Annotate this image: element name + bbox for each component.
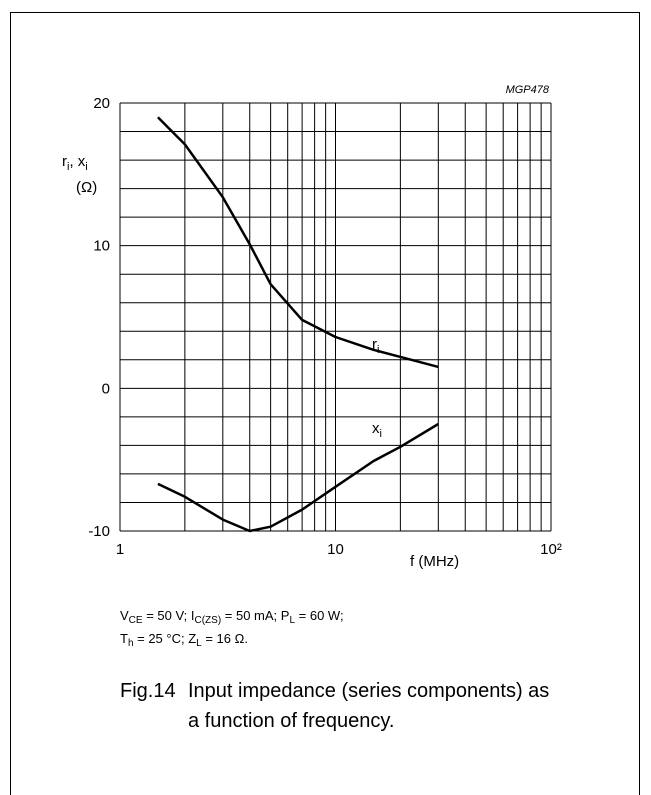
x-tick-label: 1 bbox=[116, 541, 124, 558]
cond-part: = 50 mA; P bbox=[221, 608, 289, 623]
series-label-part: x bbox=[372, 420, 380, 437]
cond-sub: L bbox=[289, 615, 295, 626]
y-label-part: r bbox=[62, 153, 67, 170]
y-axis-label: ri, xi bbox=[62, 153, 88, 173]
cond-sub: CE bbox=[129, 615, 143, 626]
frame bbox=[10, 12, 640, 795]
cond-sub: C(ZS) bbox=[195, 615, 222, 626]
series-label-sub: i bbox=[377, 344, 379, 356]
x-axis-label: f (MHz) bbox=[410, 553, 459, 570]
series-label-part: r bbox=[372, 336, 377, 353]
cond-part: = 50 V; I bbox=[143, 608, 195, 623]
series-label-sub: i bbox=[380, 428, 382, 440]
cond-sub: h bbox=[128, 638, 134, 649]
cond-part: = 60 W; bbox=[295, 608, 344, 623]
y-label-part: , x bbox=[69, 153, 85, 170]
cond-part: = 16 Ω. bbox=[202, 631, 248, 646]
cond-part: T bbox=[120, 631, 128, 646]
series-label: xi bbox=[372, 420, 382, 440]
caption-number: Fig.14 bbox=[120, 680, 176, 702]
caption-text: a function of frequency. bbox=[188, 710, 394, 732]
y-tick-label: 0 bbox=[102, 380, 110, 397]
series-label: ri bbox=[372, 336, 379, 356]
x-tick-label: 10 bbox=[327, 541, 344, 558]
conditions-line: VCE = 50 V; IC(ZS) = 50 mA; PL = 60 W; bbox=[120, 608, 344, 626]
y-tick-label: -10 bbox=[88, 523, 110, 540]
y-axis-unit: (Ω) bbox=[76, 179, 97, 196]
series-line bbox=[157, 116, 439, 369]
y-tick-label: 10 bbox=[93, 238, 110, 255]
x-tick-label: 10² bbox=[540, 541, 562, 558]
series-line bbox=[157, 422, 439, 533]
cond-part: = 25 °C; Z bbox=[134, 631, 197, 646]
caption-text: Input impedance (series components) as bbox=[188, 680, 549, 702]
y-tick-label: 20 bbox=[93, 95, 110, 112]
cond-sub: L bbox=[196, 638, 202, 649]
conditions-line: Th = 25 °C; ZL = 16 Ω. bbox=[120, 631, 248, 649]
cond-part: V bbox=[120, 608, 129, 623]
figure-code: MGP478 bbox=[506, 84, 550, 96]
y-label-sub: i bbox=[67, 161, 69, 173]
y-label-sub: i bbox=[85, 161, 87, 173]
